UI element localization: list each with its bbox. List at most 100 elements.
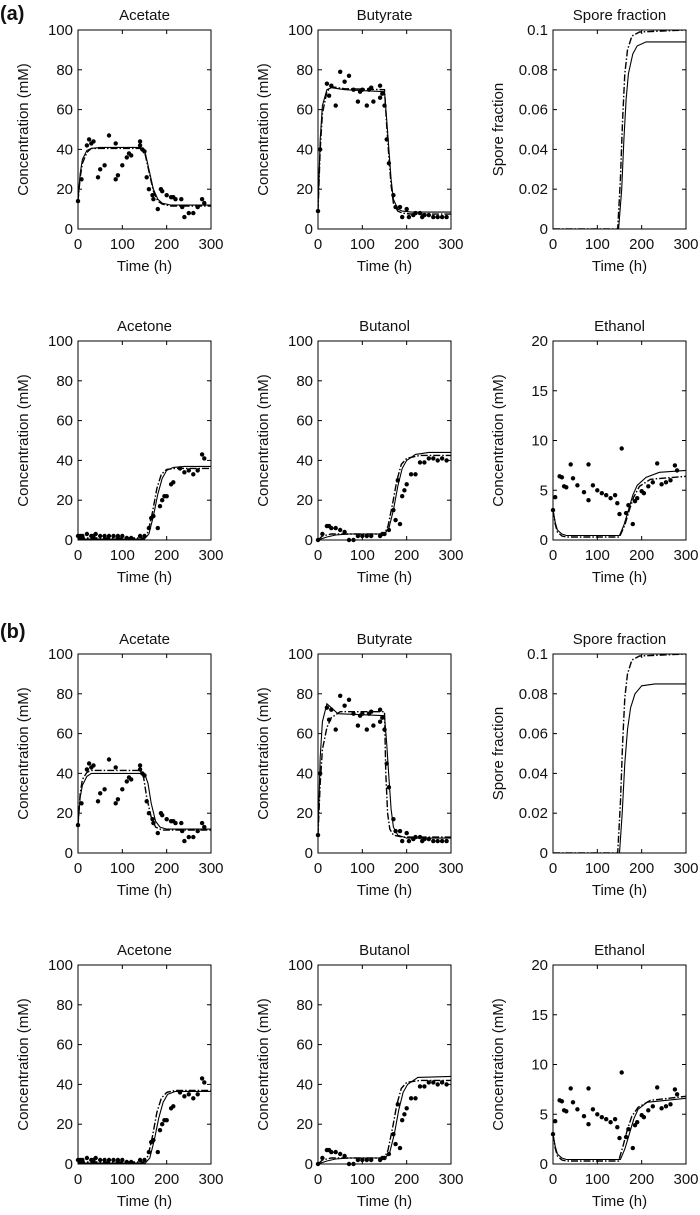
data-point [426,212,431,218]
y-tick-label: 80 [296,686,313,703]
y-tick-label: 100 [48,957,73,974]
data-point [646,484,651,489]
x-axis-label: Time (h) [592,569,647,586]
y-tick-label: 40 [296,1076,313,1093]
data-point [435,1082,440,1087]
x-axis-label: Time (h) [592,258,647,275]
data-point [408,1096,414,1101]
x-tick-label: 300 [438,547,463,564]
x-tick-label: 100 [350,236,375,253]
data-point [417,460,423,465]
data-point [581,1114,587,1119]
data-point [599,1115,604,1120]
data-point [202,1080,207,1085]
data-point [98,791,103,796]
data-point [164,193,169,198]
panel-group-label: (a) [0,3,24,25]
data-point [650,1104,655,1109]
y-tick-label: 0 [65,221,73,238]
data-point [575,1107,580,1112]
data-point [391,1132,396,1137]
y-tick-label: 0 [65,845,73,862]
data-point [444,458,449,463]
data-point [155,830,160,836]
data-point [106,1157,112,1163]
data-point [439,838,445,844]
data-point [98,167,103,172]
data-point [199,1076,205,1081]
data-point [404,1106,409,1111]
y-tick-label: 0.08 [519,686,548,703]
x-tick-label: 300 [198,236,223,253]
data-point [342,79,347,84]
x-tick-label: 300 [673,860,698,877]
data-point [586,1122,591,1127]
data-point [641,491,647,496]
x-axis-label: Time (h) [357,258,412,275]
data-point [186,210,191,216]
axes-box [552,340,687,541]
y-tick-label: 40 [296,765,313,782]
data-point [422,836,427,842]
data-point [146,187,152,192]
x-tick-label: 100 [350,1171,375,1188]
data-point [655,1085,660,1090]
data-point [182,1094,187,1099]
y-tick-label: 60 [56,413,73,430]
data-point [672,463,678,468]
data-point [570,1100,576,1105]
subplot-b-butanol: Butanol 0 20 40 60 80 100 0 100 200 300 Time (h) Con… [255,942,464,1210]
data-point [617,1135,622,1141]
data-point [338,1151,343,1157]
subplot-title: Spore fraction [573,7,666,24]
data-point [406,214,412,220]
data-point [397,204,403,210]
data-point [173,197,178,202]
subplot-a-butyrate: Butyrate 0 20 40 60 80 100 0 100 200 300 Time (h) Co… [255,7,464,275]
model-curve-solid [553,41,686,229]
x-tick-label: 200 [629,1171,654,1188]
subplot-b-acetone: Acetone 0 20 40 60 80 100 0 100 200 300 Time (h) Con… [15,942,224,1210]
x-tick-label: 300 [673,236,698,253]
y-tick-label: 60 [56,102,73,119]
data-point [369,709,374,714]
data-point [160,189,165,194]
data-point [417,1084,423,1089]
y-tick-label: 60 [296,102,313,119]
subplot-a-spore-fraction: Spore fraction 0 0.02 0.04 0.06 0.08 0.1 0 100 20… [490,7,699,275]
data-point [581,490,587,495]
x-tick-label: 300 [438,860,463,877]
x-axis-label: Time (h) [357,1193,412,1210]
data-point [668,1102,673,1107]
y-tick-label: 20 [56,181,73,198]
data-point [400,214,405,220]
y-axis-label: Spore fraction [490,83,507,176]
data-point [164,817,169,822]
data-point [115,533,121,539]
data-point [186,1092,191,1097]
data-point [426,836,431,842]
x-tick-label: 0 [314,860,322,877]
x-tick-label: 200 [154,236,179,253]
data-point [371,99,376,104]
x-tick-label: 0 [74,860,82,877]
y-tick-label: 0.04 [519,141,548,158]
model-curve-dashdot [553,30,686,229]
x-tick-label: 0 [74,236,82,253]
data-point [371,723,376,728]
data-point [586,1086,591,1091]
data-point [155,206,160,212]
data-point [124,779,129,784]
data-point [406,838,412,844]
data-point [129,535,134,541]
axes-box [317,964,452,1165]
data-point [604,493,609,498]
data-point [329,83,334,88]
y-axis-label: Concentration (mM) [255,63,272,196]
y-tick-label: 60 [56,1037,73,1054]
data-point [393,828,398,834]
x-axis-label: Time (h) [592,1193,647,1210]
x-tick-label: 200 [394,547,419,564]
y-axis-label: Concentration (mM) [255,374,272,507]
